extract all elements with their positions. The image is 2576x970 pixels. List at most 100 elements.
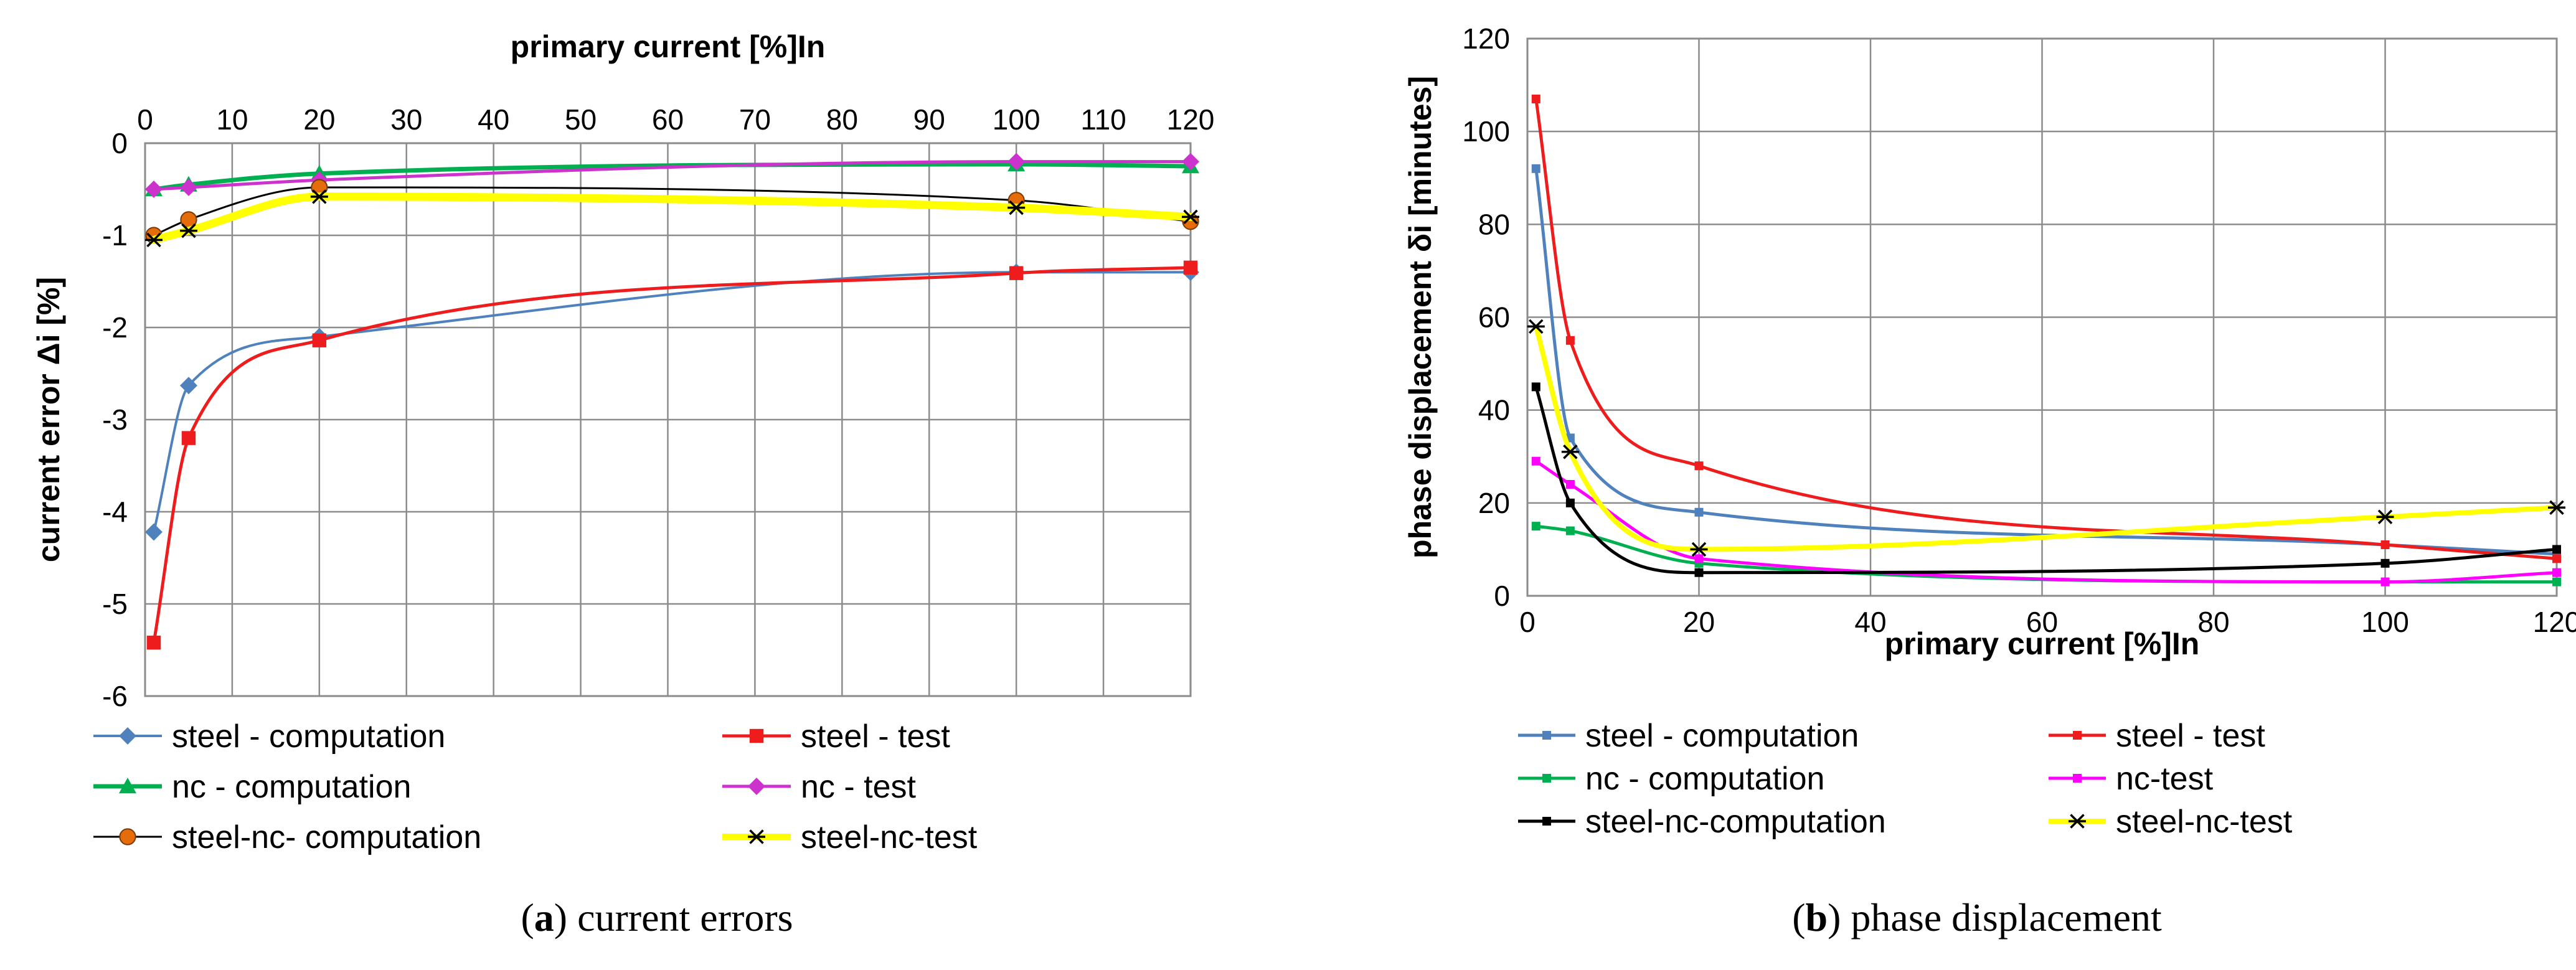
- data-point-b-3-1: [1565, 480, 1575, 489]
- legend-item-b-1: steel - test: [2049, 718, 2265, 754]
- legend-label-b-4: steel-nc-computation: [1585, 804, 1886, 840]
- data-point-b-5-2: [1690, 542, 1708, 557]
- data-point-a-5-4: [1182, 209, 1199, 225]
- series-line-b-3: [1534, 459, 2559, 584]
- y-tick-label-a-3: -3: [102, 403, 128, 436]
- series-a-0: [144, 263, 1199, 541]
- legend-marker-a-1: [749, 728, 764, 743]
- y-tick-label-b-1: 20: [1478, 487, 1510, 519]
- chart-phase-displacement: 0 20 40 60 80 100 120 0 20 40 60 80 100 120 primary cu…: [1403, 22, 2576, 840]
- data-point-b-3-2: [1694, 554, 1704, 563]
- x-tick-label-b-1: 20: [1683, 606, 1715, 638]
- data-point-b-5-4: [2548, 500, 2565, 516]
- data-point-b-5-0-stroke: [1529, 319, 1544, 334]
- legend-label-a-5: steel-nc-test: [801, 819, 978, 855]
- series-line-a-2: [151, 162, 1193, 192]
- y-tick-label-b-6: 120: [1462, 22, 1510, 55]
- series-line-b-5: [1533, 324, 2559, 552]
- data-point-b-5-1-stroke: [1563, 445, 1578, 459]
- x-tick-label-a-5: 50: [565, 103, 597, 136]
- legend-label-a-4: steel-nc- computation: [172, 819, 481, 855]
- data-point-b-3-3: [2380, 577, 2390, 586]
- series-b-4: [1531, 382, 2561, 577]
- y-tick-label-a-0: -6: [102, 680, 128, 712]
- legend-marker-b-2: [1542, 774, 1551, 783]
- data-point-b-2-4: [2552, 577, 2561, 586]
- legend-item-b-3: nc-test: [2049, 761, 2214, 797]
- legend-marker-b-3: [2073, 774, 2082, 783]
- x-tick-label-a-11: 110: [1080, 103, 1126, 136]
- y-axis-title-a: current error Δi [%]: [31, 277, 66, 562]
- data-point-b-1-3: [2380, 540, 2390, 549]
- legend-item-a-3: nc - test: [722, 769, 916, 805]
- series-line-b-1: [1534, 97, 2559, 560]
- data-point-b-5-4-stroke: [2549, 500, 2564, 516]
- data-point-a-3-4: [1182, 153, 1199, 171]
- x-tick-label-a-2: 20: [303, 103, 335, 136]
- x-tick-label-a-10: 100: [993, 103, 1040, 136]
- chart-current-errors: 0 10 20 30 40 50 60 70 80 90 100 110 120 -6 -5 -4 -3 -2 -1…: [31, 29, 1214, 855]
- x-tick-label-a-8: 80: [826, 103, 858, 136]
- data-point-b-5-1: [1561, 445, 1579, 459]
- x-tick-label-a-3: 30: [390, 103, 422, 136]
- data-point-b-4-0: [1531, 382, 1540, 392]
- x-tick-label-b-6: 120: [2533, 606, 2576, 638]
- x-tick-label-b-2: 40: [1854, 606, 1886, 638]
- series-line-a-4: [153, 186, 1192, 237]
- series-line-a-3: [152, 160, 1192, 191]
- legend-marker-a-3: [748, 778, 765, 795]
- caption-a-letter: a: [534, 895, 554, 939]
- series-a-3: [144, 153, 1199, 198]
- data-point-a-5-0-stroke: [146, 232, 161, 248]
- legend-marker-b-5: [2069, 814, 2086, 829]
- y-tick-label-b-4: 80: [1478, 208, 1510, 240]
- x-tick-label-b-5: 100: [2361, 606, 2409, 638]
- data-point-b-1-1: [1565, 336, 1575, 345]
- legend-marker-a-2: [119, 778, 136, 794]
- legend-marker-b-0: [1542, 731, 1551, 740]
- y-tick-label-b-0: 0: [1494, 580, 1510, 612]
- legend-marker-b-5-stroke: [2070, 814, 2085, 829]
- data-point-b-5-3-stroke: [2377, 509, 2393, 524]
- caption-b: (b) phase displacement: [1792, 895, 2162, 939]
- series-a-1: [146, 260, 1198, 650]
- data-point-a-1-0: [146, 635, 161, 650]
- legend-item-b-5: steel-nc-test: [2049, 804, 2293, 840]
- legend-label-a-3: nc - test: [801, 769, 916, 805]
- legend-item-b-2: nc - computation: [1518, 761, 1824, 797]
- data-point-b-0-0: [1531, 164, 1540, 173]
- legend-item-a-0: steel - computation: [93, 718, 445, 755]
- series-b-1: [1531, 94, 2561, 563]
- caption-a-text: current errors: [567, 895, 793, 939]
- data-point-a-0-1: [179, 377, 197, 395]
- y-tick-label-a-6: 0: [111, 127, 128, 159]
- legend-marker-a-0: [119, 727, 136, 745]
- x-tick-label-b-4: 80: [2197, 606, 2229, 638]
- legend-label-b-1: steel - test: [2116, 718, 2265, 754]
- legend-item-b-4: steel-nc-computation: [1518, 804, 1886, 840]
- x-tick-label-a-12: 120: [1167, 103, 1215, 136]
- legend-label-a-0: steel - computation: [172, 718, 445, 755]
- data-point-b-5-2-stroke: [1691, 542, 1707, 557]
- data-point-a-0-0: [144, 523, 163, 541]
- data-point-a-5-2-stroke: [312, 189, 327, 204]
- data-point-a-3-3: [1007, 153, 1026, 171]
- data-point-a-5-3-stroke: [1009, 200, 1024, 215]
- data-point-b-1-2: [1694, 461, 1704, 471]
- legend-item-a-4: steel-nc- computation: [93, 819, 481, 855]
- legend-label-a-1: steel - test: [801, 718, 950, 755]
- x-tick-label-b-0: 0: [1519, 606, 1536, 638]
- legend-label-b-0: steel - computation: [1585, 718, 1859, 754]
- y-tick-label-b-3: 60: [1478, 301, 1510, 334]
- x-tick-label-a-4: 40: [478, 103, 509, 136]
- legend-label-b-5: steel-nc-test: [2116, 804, 2293, 840]
- data-point-a-5-2: [310, 189, 328, 204]
- data-point-a-5-0: [144, 232, 163, 248]
- series-a-5: [144, 189, 1199, 248]
- data-point-b-2-0: [1531, 522, 1540, 531]
- series-b-5: [1527, 319, 2565, 557]
- series-b-2: [1531, 522, 2561, 586]
- legend-marker-b-4: [1542, 817, 1551, 826]
- y-tick-label-a-2: -4: [102, 496, 128, 528]
- x-tick-label-a-9: 90: [913, 103, 945, 136]
